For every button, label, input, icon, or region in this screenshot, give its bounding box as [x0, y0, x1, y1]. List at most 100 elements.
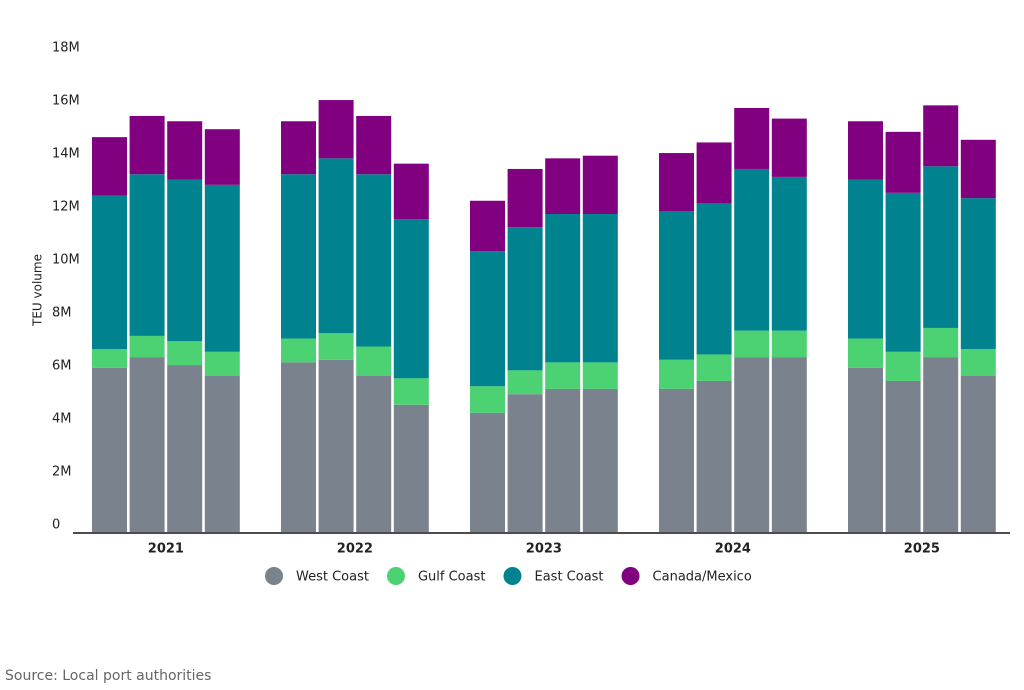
y-tick-label: 12M	[52, 200, 80, 215]
legend-label: Canada/Mexico	[653, 570, 752, 585]
bar-segment	[393, 404, 429, 532]
bar-segment	[659, 153, 694, 212]
bar-segment	[734, 330, 770, 358]
bar-segment	[734, 357, 770, 532]
bar-segment	[771, 330, 807, 358]
bar-segment	[204, 375, 240, 532]
bar-segment	[885, 131, 921, 193]
bar-segment	[734, 168, 770, 331]
bar-segment	[848, 338, 883, 368]
bar-segment	[129, 115, 165, 175]
bar-segment	[696, 142, 732, 204]
bar-segment	[281, 338, 316, 363]
bar-segment	[129, 174, 165, 336]
legend-marker	[503, 567, 522, 585]
legend-label: West Coast	[296, 570, 369, 585]
bar-segment	[771, 118, 807, 177]
bar-segment	[848, 179, 883, 339]
y-tick-label: 6M	[52, 359, 72, 374]
bar-segment	[507, 394, 543, 532]
bar-segment	[318, 359, 354, 532]
bar-segment	[659, 359, 694, 389]
bar-segment	[318, 333, 354, 360]
bar-segment	[167, 179, 203, 342]
bar-segment	[582, 155, 618, 214]
bar-segment	[923, 166, 959, 328]
bar-segment	[356, 346, 392, 376]
bar-segment	[281, 121, 316, 175]
bar-segment	[318, 158, 354, 334]
bar-segment	[281, 174, 316, 339]
y-tick-label: 16M	[52, 94, 80, 109]
bar-segment	[582, 214, 618, 363]
bar-segment	[848, 121, 883, 180]
bar-segment	[129, 335, 165, 358]
legend-label: Gulf Coast	[418, 570, 486, 585]
bar-segment	[393, 378, 429, 405]
bar-segment	[393, 163, 429, 220]
x-group-label: 2025	[904, 542, 940, 557]
bar-segment	[393, 219, 429, 379]
bar-segment	[470, 200, 505, 252]
x-group-label: 2021	[148, 542, 184, 557]
bar-segment	[771, 357, 807, 532]
bar-segment	[848, 367, 883, 532]
bar-segment	[281, 362, 316, 532]
y-tick-label: 8M	[52, 306, 72, 321]
bar-segment	[92, 137, 127, 196]
bar-segment	[696, 203, 732, 355]
bar-segment	[923, 357, 959, 532]
bar-segment	[960, 349, 996, 376]
bar-segment	[696, 354, 732, 381]
bar-segment	[356, 375, 392, 532]
y-tick-label: 2M	[52, 465, 72, 480]
bar-segment	[885, 380, 921, 532]
bar-segment	[885, 351, 921, 381]
bar-segment	[507, 370, 543, 395]
y-tick-label: 14M	[52, 147, 80, 162]
bar-segment	[734, 108, 770, 169]
y-tick-label: 0	[52, 518, 60, 533]
bar-segment	[129, 357, 165, 532]
y-tick-label: 18M	[52, 41, 80, 56]
x-group-label: 2022	[337, 542, 373, 557]
bar-segment	[204, 351, 240, 376]
bar-segment	[167, 121, 203, 180]
bar-segment	[470, 386, 505, 413]
x-group-label: 2023	[526, 542, 562, 557]
bar-segment	[318, 100, 354, 159]
x-group-label: 2024	[715, 542, 751, 557]
legend-marker	[386, 567, 405, 585]
bar-segment	[470, 251, 505, 387]
bar-segment	[659, 211, 694, 360]
bar-segment	[92, 367, 127, 532]
legend-marker	[621, 567, 640, 585]
source-note: Source: Local port authorities	[5, 668, 211, 684]
bar-segment	[545, 362, 581, 389]
bar-segment	[545, 388, 581, 532]
bar-segment	[204, 129, 240, 185]
y-axis-title: TEU volume	[31, 254, 45, 327]
bar-segment	[545, 214, 581, 363]
bar-segment	[167, 365, 203, 532]
bar-segment	[356, 174, 392, 347]
bar-segment	[960, 139, 996, 199]
legend-label: East Coast	[534, 570, 603, 585]
bar-segment	[923, 105, 959, 167]
bar-segment	[582, 388, 618, 532]
bar-segment	[356, 115, 392, 175]
bar-segment	[507, 227, 543, 371]
bar-segment	[545, 158, 581, 214]
bar-segment	[923, 327, 959, 358]
bar-segment	[771, 176, 807, 331]
bar-segment	[167, 341, 203, 366]
bar-segment	[92, 195, 127, 350]
y-tick-label: 4M	[52, 412, 72, 427]
bar-segment	[507, 168, 543, 228]
bar-segment	[960, 375, 996, 532]
bar-segment	[470, 412, 505, 532]
bar-segment	[92, 349, 127, 368]
bar-segment	[885, 192, 921, 352]
bar-segment	[696, 380, 732, 532]
y-tick-label: 10M	[52, 253, 80, 268]
